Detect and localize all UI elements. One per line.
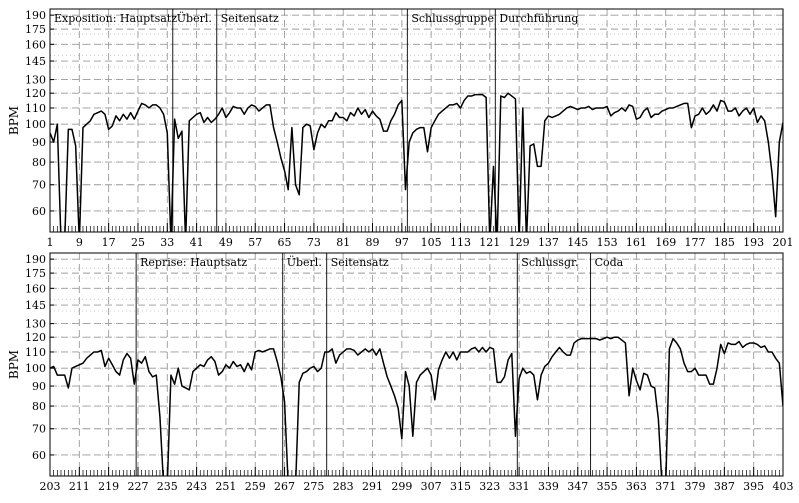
x-tick-label: 137 xyxy=(538,236,559,249)
x-tick-label: 161 xyxy=(626,236,647,249)
section-label: Seitensatz xyxy=(221,12,279,25)
y-tick-label: 175 xyxy=(25,267,46,280)
y-tick-label: 100 xyxy=(25,362,46,375)
x-tick-label: 403 xyxy=(773,480,794,493)
tempo-series-line xyxy=(50,92,783,232)
x-tick-label: 291 xyxy=(362,480,383,493)
y-tick-label: 175 xyxy=(25,23,46,36)
x-tick-label: 9 xyxy=(76,236,83,249)
y-tick-label: 90 xyxy=(32,136,46,149)
section-label: Seitensatz xyxy=(331,256,389,269)
y-tick-label: 145 xyxy=(25,55,46,68)
x-tick-label: 371 xyxy=(655,480,676,493)
x-tick-label: 81 xyxy=(336,236,350,249)
x-tick-label: 347 xyxy=(567,480,588,493)
y-tick-label: 120 xyxy=(25,87,46,100)
x-tick-label: 49 xyxy=(219,236,233,249)
section-label: Exposition: Hauptsatz xyxy=(54,12,177,25)
x-tick-label: 323 xyxy=(479,480,500,493)
x-tick-label: 129 xyxy=(509,236,530,249)
y-tick-label: 70 xyxy=(32,423,46,436)
x-tick-label: 315 xyxy=(450,480,471,493)
x-tick-label: 201 xyxy=(773,236,794,249)
x-tick-label: 307 xyxy=(421,480,442,493)
plot-frame xyxy=(49,252,784,477)
x-tick-label: 227 xyxy=(127,480,148,493)
x-tick-label: 193 xyxy=(743,236,764,249)
x-tick-label: 41 xyxy=(190,236,204,249)
y-tick-label: 160 xyxy=(25,38,46,51)
x-tick-label: 331 xyxy=(509,480,530,493)
section-label: Schlussgruppe xyxy=(411,12,494,25)
x-tick-label: 65 xyxy=(278,236,292,249)
x-tick-label: 185 xyxy=(714,236,735,249)
x-tick-label: 395 xyxy=(743,480,764,493)
section-label: Überl. xyxy=(177,11,212,25)
y-axis-label: BPM xyxy=(7,350,21,379)
x-tick-label: 219 xyxy=(98,480,119,493)
y-tick-label: 110 xyxy=(25,102,46,115)
x-tick-label: 355 xyxy=(597,480,618,493)
x-tick-label: 57 xyxy=(248,236,262,249)
x-tick-label: 25 xyxy=(131,236,145,249)
x-tick-label: 153 xyxy=(597,236,618,249)
x-tick-label: 73 xyxy=(307,236,321,249)
x-tick-label: 339 xyxy=(538,480,559,493)
section-label: Coda xyxy=(595,256,624,269)
section-label: Reprise: Hauptsatz xyxy=(140,256,247,269)
x-tick-label: 251 xyxy=(215,480,236,493)
x-tick-label: 1 xyxy=(47,236,54,249)
x-tick-label: 267 xyxy=(274,480,295,493)
y-tick-label: 100 xyxy=(25,118,46,131)
x-tick-label: 379 xyxy=(685,480,706,493)
x-tick-label: 259 xyxy=(245,480,266,493)
x-tick-label: 17 xyxy=(102,236,116,249)
y-axis-label: BPM xyxy=(7,106,21,135)
x-tick-label: 177 xyxy=(685,236,706,249)
x-tick-label: 387 xyxy=(714,480,735,493)
section-label: Durchführung xyxy=(499,12,578,25)
y-tick-label: 160 xyxy=(25,282,46,295)
x-tick-label: 299 xyxy=(391,480,412,493)
section-label: Überl. xyxy=(287,255,322,269)
x-tick-label: 235 xyxy=(157,480,178,493)
x-tick-label: 33 xyxy=(160,236,174,249)
section-label: Schlussgr. xyxy=(521,256,578,269)
x-tick-label: 243 xyxy=(186,480,207,493)
x-tick-label: 275 xyxy=(303,480,324,493)
y-tick-label: 80 xyxy=(32,400,46,413)
x-tick-label: 169 xyxy=(655,236,676,249)
x-tick-label: 211 xyxy=(69,480,90,493)
chart-panel-1: Exposition: Hauptsatz Überl. Seitensatz Sch… xyxy=(7,8,794,249)
y-tick-label: 190 xyxy=(25,9,46,22)
y-tick-label: 190 xyxy=(25,253,46,266)
x-tick-label: 89 xyxy=(366,236,380,249)
x-tick-label: 145 xyxy=(567,236,588,249)
y-tick-label: 80 xyxy=(32,156,46,169)
chart-panel-2: Reprise: Hauptsatz Überl. Seitensatz Schlus… xyxy=(7,252,794,493)
tempo-series-line xyxy=(50,336,783,476)
y-tick-label: 90 xyxy=(32,380,46,393)
x-tick-label: 121 xyxy=(479,236,500,249)
y-tick-label: 70 xyxy=(32,179,46,192)
x-tick-label: 97 xyxy=(395,236,409,249)
y-tick-label: 130 xyxy=(25,74,46,87)
x-tick-label: 363 xyxy=(626,480,647,493)
x-tick-label: 283 xyxy=(333,480,354,493)
y-tick-label: 60 xyxy=(32,205,46,218)
x-tick-label: 105 xyxy=(421,236,442,249)
y-tick-label: 60 xyxy=(32,449,46,462)
x-tick-label: 203 xyxy=(40,480,61,493)
plot-frame xyxy=(49,8,784,233)
y-tick-label: 110 xyxy=(25,346,46,359)
x-tick-label: 113 xyxy=(450,236,471,249)
y-tick-label: 145 xyxy=(25,299,46,312)
y-tick-label: 130 xyxy=(25,318,46,331)
y-tick-label: 120 xyxy=(25,331,46,344)
